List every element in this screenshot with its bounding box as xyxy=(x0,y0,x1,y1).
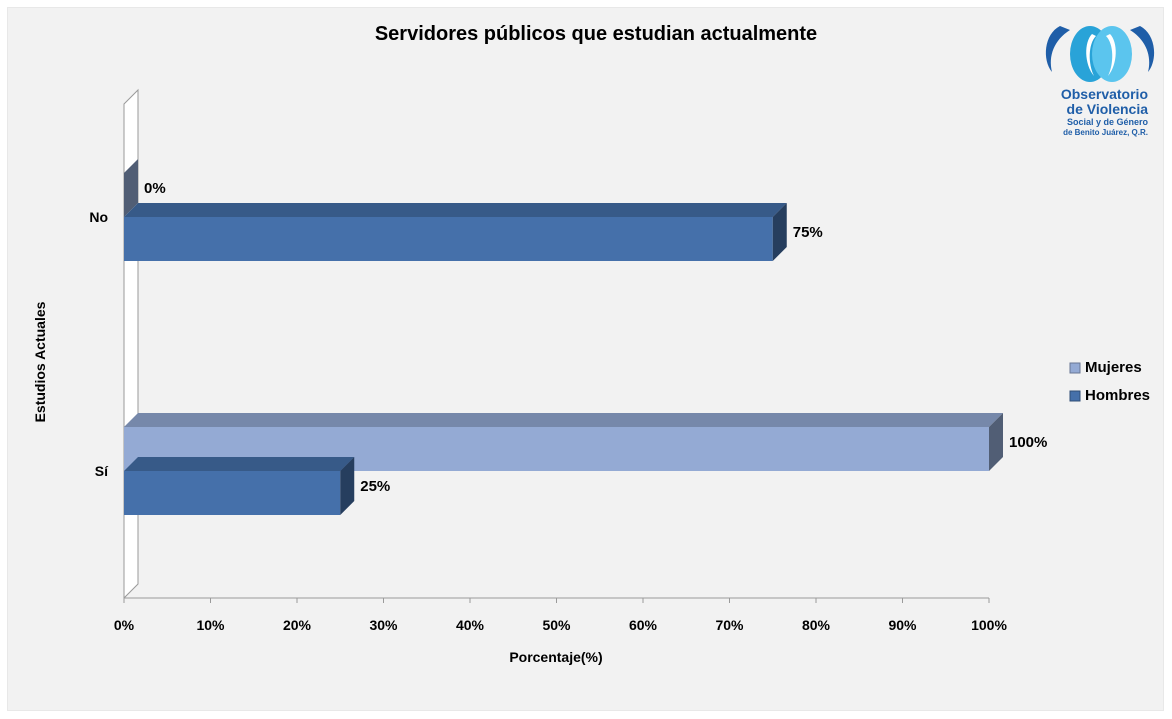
logo-text-line4: de Benito Juárez, Q.R. xyxy=(1063,128,1148,137)
category-label: Sí xyxy=(95,463,109,479)
data-label: 100% xyxy=(1009,434,1047,451)
x-tick-label: 90% xyxy=(888,617,917,633)
x-tick-label: 30% xyxy=(369,617,398,633)
chart-frame xyxy=(7,7,1164,711)
legend-label: Mujeres xyxy=(1085,359,1142,376)
data-label: 75% xyxy=(793,224,823,241)
bar-top-face xyxy=(124,203,787,217)
x-axis-title: Porcentaje(%) xyxy=(509,649,602,665)
logo-faces-icon xyxy=(1045,26,1155,82)
logo-text-line1: Observatorio xyxy=(1060,86,1148,102)
bar-side-face xyxy=(772,203,787,261)
data-label: 0% xyxy=(144,180,166,197)
axis-layer: 0% 10% 20% 30% 40% 50% 60% 70% 80% 90% 100% No Sí xyxy=(89,88,1007,633)
legend-label: Hombres xyxy=(1085,387,1150,404)
data-label: 25% xyxy=(360,478,390,495)
legend-swatch xyxy=(1069,390,1081,402)
bar-top-face xyxy=(124,457,355,471)
bar-top-face xyxy=(124,413,1003,427)
label-layer: 0% 75% 100% 25% xyxy=(144,180,1047,495)
x-tick-label: 100% xyxy=(971,617,1007,633)
x-tick-label: 80% xyxy=(802,617,831,633)
chart-title: Servidores públicos que estudian actualm… xyxy=(375,23,817,45)
legend: Mujeres Hombres xyxy=(1069,359,1150,404)
bar-side-face xyxy=(340,457,355,515)
x-tick-label: 70% xyxy=(715,617,744,633)
logo-text-line2: de Violencia xyxy=(1066,101,1148,117)
x-tick-label: 0% xyxy=(114,617,135,633)
y-axis-title: Estudios Actuales xyxy=(32,301,48,422)
observatorio-logo: Observatorio de Violencia Social y de Gé… xyxy=(1030,12,1160,172)
x-tick-label: 40% xyxy=(456,617,485,633)
bar xyxy=(124,471,341,515)
bar-layer xyxy=(124,159,1003,515)
x-tick-label: 60% xyxy=(629,617,658,633)
bar-side-face xyxy=(989,413,1003,471)
logo-text-line3: Social y de Género xyxy=(1066,117,1148,127)
x-tick-label: 50% xyxy=(542,617,571,633)
category-label: No xyxy=(89,209,108,225)
bar xyxy=(124,217,773,261)
legend-swatch xyxy=(1069,362,1081,374)
bar-side-face xyxy=(124,159,138,217)
x-tick-label: 20% xyxy=(283,617,312,633)
x-tick-label: 10% xyxy=(196,617,225,633)
